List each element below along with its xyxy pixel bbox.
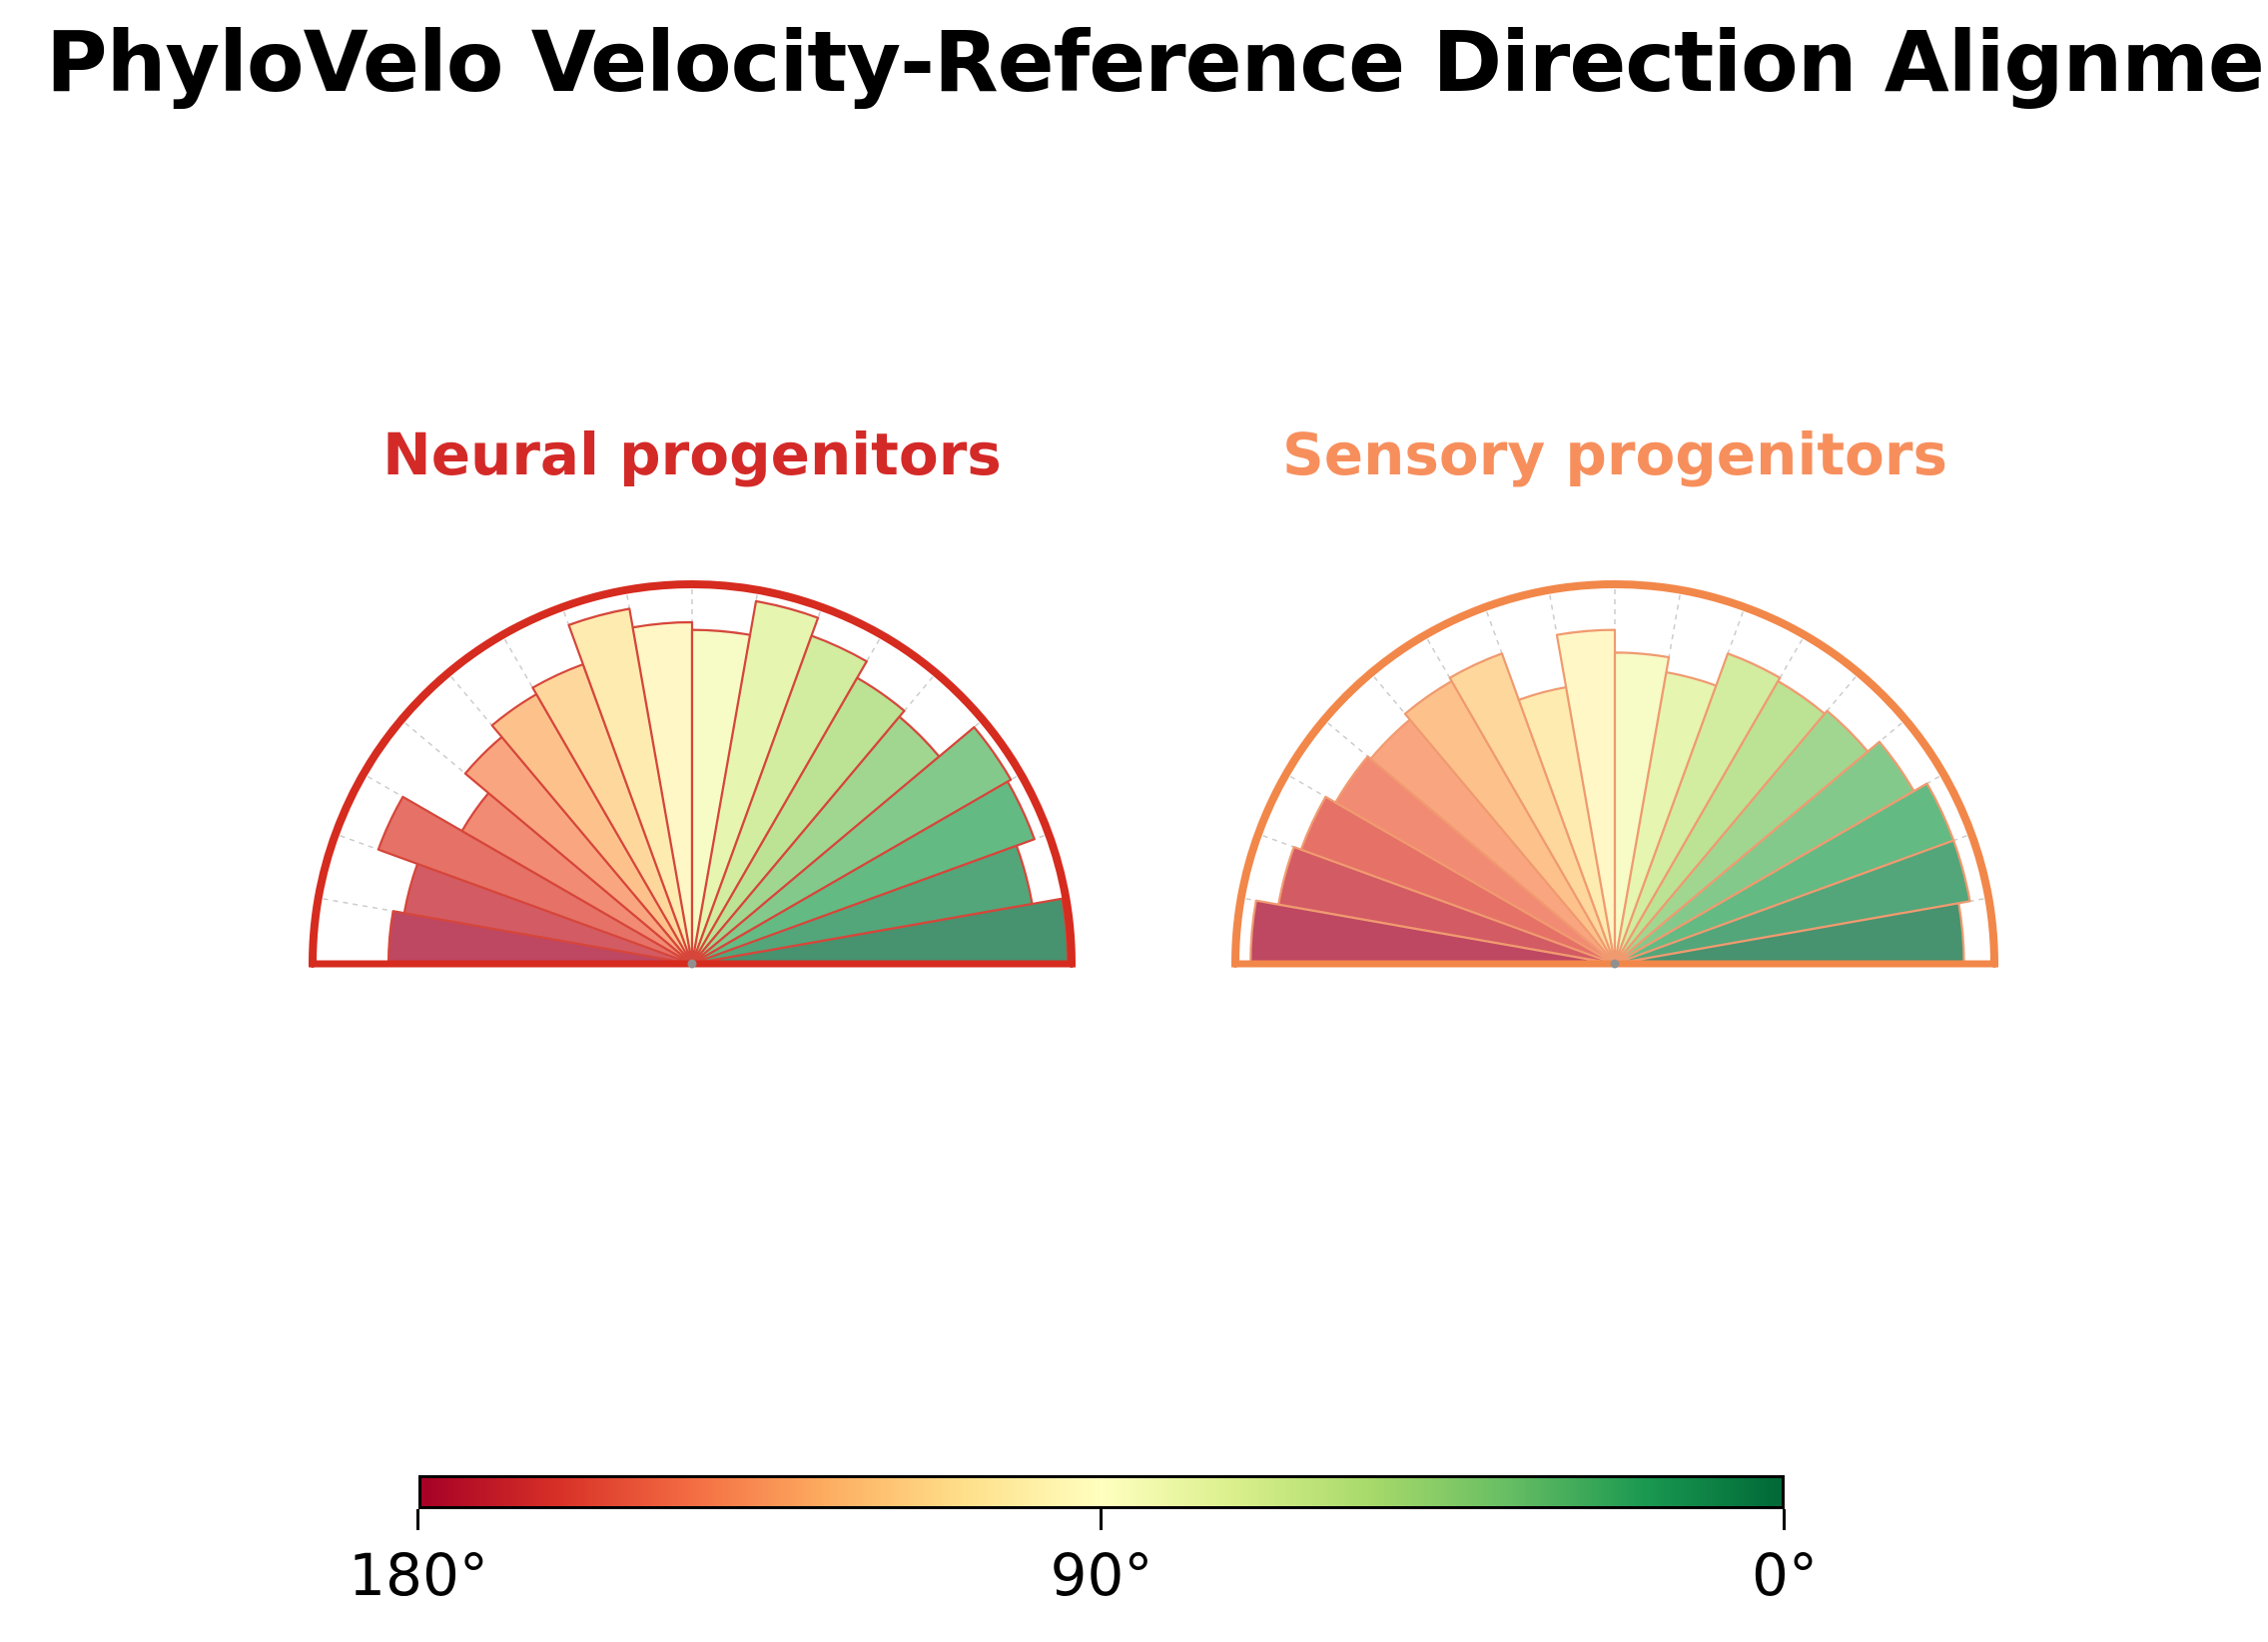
colorbar-tick-90 — [1100, 1509, 1103, 1530]
rose-wedge — [1555, 628, 1617, 966]
polar-center-dot — [687, 959, 697, 969]
rose-wedge — [567, 607, 694, 966]
colorbar-tick-0 — [1783, 1509, 1786, 1530]
sensory-rose-chart — [1231, 580, 1998, 969]
rose-wedge — [690, 676, 906, 966]
rose-wedge — [1448, 652, 1617, 966]
polar-center-dot — [1610, 959, 1620, 969]
rose-wedge — [1299, 795, 1617, 966]
colorbar-tick-180 — [416, 1509, 419, 1530]
colorbar-label-0: 0° — [1752, 1541, 1818, 1609]
rose-wedge — [1277, 845, 1617, 966]
neural-rose-chart — [309, 580, 1076, 969]
angle-colorbar — [418, 1475, 1785, 1509]
rose-wedge — [1613, 652, 1782, 966]
subplot-title-sensory-progenitors: Sensory progenitors — [1281, 420, 1948, 488]
rose-wedge — [1613, 839, 1971, 966]
polar-outline-arc — [1231, 580, 1998, 968]
rose-wedge — [690, 599, 820, 966]
subplot-title-neural-progenitors: Neural progenitors — [382, 420, 1002, 488]
rose-wedge — [377, 795, 694, 966]
rose-wedge — [1334, 755, 1617, 966]
rose-wedge — [631, 620, 694, 966]
figure-title: PhyloVelo Velocity-Reference Direction A… — [46, 13, 2268, 111]
rose-wedge — [690, 634, 868, 966]
rose-wedge — [690, 726, 1013, 966]
polar-outline-arc — [309, 580, 1076, 968]
rose-wedge — [690, 780, 1036, 966]
colorbar-label-90: 90° — [1050, 1541, 1153, 1609]
colorbar-label-180: 180° — [349, 1541, 488, 1609]
